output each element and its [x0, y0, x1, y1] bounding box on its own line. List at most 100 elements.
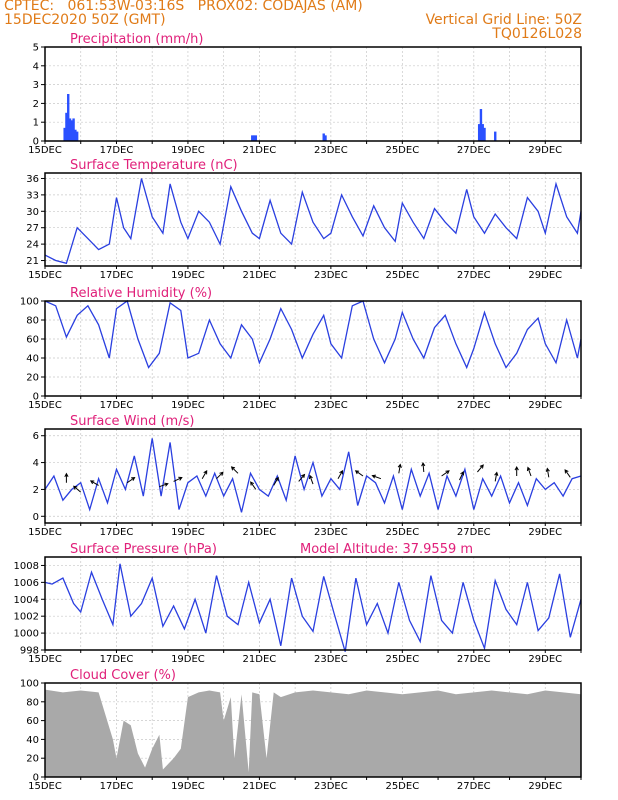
y-tick-label: 27: [26, 223, 39, 234]
x-tick-label: 27DEC: [457, 145, 491, 156]
y-tick-label: 20: [26, 373, 39, 384]
x-tick-label: 21DEC: [243, 781, 277, 792]
x-tick-label: 27DEC: [457, 527, 491, 538]
x-tick-label: 27DEC: [457, 270, 491, 281]
x-tick-label: 17DEC: [100, 654, 134, 665]
y-tick-label: 3: [33, 80, 39, 91]
precip-bar: [63, 127, 66, 141]
x-tick-label: 17DEC: [100, 145, 134, 156]
wind-direction-arrow: [477, 464, 484, 473]
header-station-line: CPTEC: 061:53W-03:16S PROX02: CODAJAS (A…: [4, 0, 363, 14]
series-line: [44, 178, 582, 265]
wind-direction-arrow: [514, 465, 519, 476]
cloud-cover-area: [45, 689, 581, 777]
x-tick-label: 23DEC: [314, 527, 348, 538]
panel-frame: [44, 682, 582, 778]
y-tick-label: 4: [33, 61, 39, 72]
wind-direction-arrow: [201, 470, 208, 479]
wind-direction-arrow: [494, 471, 499, 482]
x-tick-label: 19DEC: [171, 781, 205, 792]
panel-5: 998 1000 1002 1004 1006 1008 15DEC 17DEC 19DEC 21…: [14, 542, 582, 665]
wind-direction-arrow: [216, 471, 224, 480]
wind-direction-arrow: [459, 470, 464, 481]
panel-frame: [44, 300, 582, 397]
panel-title: Cloud Cover (%): [70, 668, 176, 683]
wind-direction-arrow: [371, 474, 382, 480]
precip-bar: [70, 120, 73, 141]
precip-bar: [483, 127, 486, 141]
x-tick-label: 23DEC: [314, 400, 348, 411]
y-tick-label: 0: [33, 392, 39, 403]
y-tick-label: 36: [26, 174, 39, 185]
panel-frame: [44, 556, 582, 651]
x-tick-label: 29DEC: [528, 270, 562, 281]
x-tick-label: 25DEC: [385, 270, 419, 281]
panel-title: Relative Humidity (%): [70, 286, 212, 301]
x-tick-label: 21DEC: [243, 145, 277, 156]
y-tick-label: 2: [33, 99, 39, 110]
y-tick-label: 21: [26, 256, 39, 267]
precip-bar: [252, 135, 256, 141]
panel-3: 0 20 40 60 80 100 15DEC 17DEC 19DEC 21DEC 23DEC 25D…: [20, 286, 582, 411]
y-tick-label: 1006: [14, 578, 39, 589]
y-tick-label: 24: [26, 240, 39, 251]
x-tick-label: 21DEC: [243, 654, 277, 665]
precip-bar: [494, 131, 497, 141]
x-tick-label: 25DEC: [385, 400, 419, 411]
wind-direction-arrow: [526, 466, 532, 477]
x-tick-label: 23DEC: [314, 781, 348, 792]
panel-frame: [44, 172, 582, 267]
wind-direction-arrow: [230, 466, 239, 474]
x-tick-label: 29DEC: [528, 400, 562, 411]
y-tick-label: 40: [26, 735, 39, 746]
y-tick-label: 1000: [14, 629, 39, 640]
panel-frame: [44, 428, 582, 524]
x-tick-label: 23DEC: [314, 654, 348, 665]
wind-direction-arrow: [159, 482, 169, 488]
y-tick-label: 5: [33, 43, 39, 54]
header-run-id: TQ0126L028: [492, 26, 582, 42]
x-tick-label: 21DEC: [243, 527, 277, 538]
panel-6: 0 20 40 60 80 100 15DEC 17DEC 19DEC 21DEC 23DEC 25D…: [20, 668, 582, 792]
x-tick-label: 25DEC: [385, 654, 419, 665]
x-tick-label: 19DEC: [171, 527, 205, 538]
x-tick-label: 29DEC: [528, 781, 562, 792]
x-tick-label: 25DEC: [385, 527, 419, 538]
wind-direction-arrow: [308, 474, 314, 485]
x-tick-label: 17DEC: [100, 270, 134, 281]
x-tick-label: 29DEC: [528, 654, 562, 665]
y-tick-label: 4: [33, 458, 39, 469]
precip-bar: [72, 118, 75, 141]
header: CPTEC: 061:53W-03:16S PROX02: CODAJAS (A…: [0, 0, 618, 46]
wind-direction-arrow: [298, 473, 306, 482]
x-tick-label: 15DEC: [28, 270, 62, 281]
wind-direction-arrow: [64, 472, 69, 483]
precip-bar: [67, 94, 70, 141]
wind-direction-arrow: [273, 476, 279, 486]
x-tick-label: 25DEC: [385, 145, 419, 156]
panel-title: Surface Wind (m/s): [70, 414, 194, 429]
series-line: [44, 438, 582, 513]
y-tick-label: 998: [20, 646, 39, 657]
y-tick-label: 60: [26, 716, 39, 727]
wind-direction-arrow: [397, 463, 402, 474]
x-tick-label: 19DEC: [171, 654, 205, 665]
x-tick-label: 27DEC: [457, 654, 491, 665]
x-tick-label: 29DEC: [528, 145, 562, 156]
y-tick-label: 60: [26, 335, 39, 346]
y-tick-label: 80: [26, 316, 39, 327]
wind-direction-arrow: [72, 485, 82, 493]
y-tick-label: 30: [26, 207, 39, 218]
y-tick-label: 2: [33, 485, 39, 496]
y-tick-label: 1: [33, 118, 39, 129]
series-line: [44, 563, 582, 652]
y-tick-label: 100: [20, 679, 39, 690]
x-tick-label: 27DEC: [457, 781, 491, 792]
x-tick-label: 15DEC: [28, 527, 62, 538]
y-tick-label: 100: [20, 297, 39, 308]
y-tick-label: 1008: [14, 561, 39, 572]
panel-title: Precipitation (mm/h): [70, 32, 203, 47]
panel-1: 0 1 2 3 4 5 15DEC 17DEC 19DEC 21DEC 23DEC 25DEC 27DE…: [28, 32, 582, 156]
x-tick-label: 19DEC: [171, 400, 205, 411]
